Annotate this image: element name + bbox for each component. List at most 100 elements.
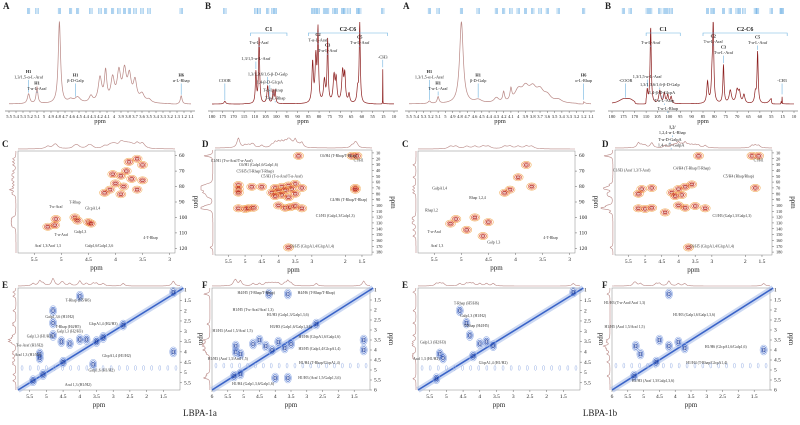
cross-peak-annotation: H1/H3 (Araf 1,5/Araf 1,5) bbox=[212, 329, 253, 334]
cross-peak bbox=[453, 217, 459, 221]
y-tick-label: 130 bbox=[376, 221, 382, 226]
x-tick-label: 4.5 bbox=[256, 394, 263, 400]
cross-peak bbox=[486, 220, 491, 224]
cross-peak bbox=[238, 351, 243, 357]
cross-peak bbox=[65, 338, 74, 349]
peak-annotation-group: H1T-α-L-Araf bbox=[428, 81, 448, 96]
x-tick-label: 175 bbox=[219, 114, 227, 119]
cross-peak bbox=[480, 234, 486, 238]
cross-peak bbox=[76, 335, 83, 344]
x-tick-label: 5.2 bbox=[428, 114, 434, 119]
y-tick-label: 3 bbox=[774, 328, 777, 334]
x-tick-label: 15 bbox=[780, 114, 785, 119]
cross-peak-annotation: Araf 1,3 (H1/H2) bbox=[65, 383, 92, 388]
cross-peak bbox=[456, 306, 463, 315]
cross-peak bbox=[171, 349, 176, 355]
region-label: C1 bbox=[660, 27, 667, 33]
x-tick-label: 115 bbox=[241, 114, 248, 119]
cross-peak bbox=[664, 288, 673, 300]
panel-d: D 5.5 5 4.5 4 3.5 3 2 1.5 10203040506070809010011… bbox=[600, 139, 797, 274]
cross-peak bbox=[360, 336, 367, 344]
x-tick-label: 4.3 bbox=[494, 114, 500, 119]
water-artifact bbox=[453, 365, 456, 371]
peak-annotation-group: H1β-D-Galp bbox=[470, 73, 487, 98]
cross-peak bbox=[53, 217, 59, 221]
cross-peak bbox=[479, 233, 487, 239]
cross-peak-annotation: 4-T-Rhap bbox=[543, 236, 558, 240]
peak-annotation-group: 1,4-β-D-GlcpA bbox=[257, 79, 284, 100]
water-artifact bbox=[349, 362, 352, 369]
cross-peak bbox=[646, 203, 658, 212]
cross-peak bbox=[243, 204, 254, 213]
water-artifact bbox=[118, 365, 121, 371]
cross-peak bbox=[676, 187, 681, 191]
cross-peak bbox=[632, 373, 636, 379]
peak-annotation: β-D-Galp bbox=[470, 78, 487, 83]
x-tick-label: 3.5 bbox=[692, 259, 699, 265]
x-tick-label: 3 bbox=[568, 257, 571, 263]
cross-peak bbox=[472, 215, 478, 220]
water-artifact bbox=[309, 362, 312, 369]
top-projection bbox=[615, 140, 772, 149]
cross-peak bbox=[232, 373, 236, 379]
x-tick-label: 70 bbox=[735, 114, 740, 119]
peak-annotation: T-α-L-Arap bbox=[654, 98, 674, 103]
cross-peak-annotation: H1/H3 (Araf 1,3/Araf 1,5) bbox=[208, 357, 249, 362]
x-tick-label: 105 bbox=[654, 114, 662, 119]
cross-peak bbox=[101, 335, 105, 340]
diagonal-peaks bbox=[611, 287, 774, 391]
cross-peak bbox=[433, 374, 440, 383]
cross-peak bbox=[134, 157, 140, 161]
cross-peak bbox=[674, 186, 683, 192]
x-axis-label: ppm bbox=[687, 266, 700, 274]
water-artifact bbox=[518, 365, 521, 371]
cross-peak bbox=[314, 321, 318, 327]
cross-peak bbox=[684, 244, 693, 251]
cross-peak bbox=[36, 354, 43, 362]
cross-peak bbox=[313, 320, 320, 328]
cross-peak bbox=[647, 185, 656, 191]
panel-a: A5.5 5.4 5.3 5.2 5.1 5 4.9 4.8 4.7 4.6 4.5 4.4 4.3 4.… bbox=[3, 1, 195, 125]
cross-peak bbox=[283, 243, 294, 252]
x-tick-label: 5.1 bbox=[435, 114, 441, 119]
y-tick-label: 60 bbox=[776, 180, 780, 185]
cross-peak bbox=[31, 378, 35, 384]
cross-peak bbox=[489, 340, 498, 351]
y-tick-label: 3.5 bbox=[774, 338, 781, 344]
cross-peak bbox=[527, 183, 536, 190]
x-tick-label: 4.2 bbox=[501, 114, 507, 119]
cross-peak bbox=[749, 184, 761, 192]
cross-peak bbox=[276, 203, 281, 208]
x-tick-label: 175 bbox=[620, 114, 628, 119]
cross-peak bbox=[107, 187, 113, 192]
x-axis-label: ppm bbox=[90, 264, 103, 272]
cross-peak bbox=[681, 183, 689, 190]
cross-peak bbox=[483, 337, 490, 346]
x-tick-label: 75 bbox=[724, 114, 729, 119]
cross-peak bbox=[361, 347, 366, 353]
water-artifact bbox=[77, 365, 80, 371]
cross-peak bbox=[667, 343, 671, 349]
water-artifact bbox=[566, 365, 570, 371]
cross-peak bbox=[346, 151, 358, 160]
panel-letter: C bbox=[402, 139, 409, 149]
y-tick-label: 2 bbox=[774, 308, 777, 314]
water-artifact bbox=[646, 362, 649, 369]
x-tick-label: 4.5 bbox=[460, 394, 467, 400]
cross-peak bbox=[471, 353, 475, 359]
cross-peak bbox=[264, 288, 273, 300]
x-tick-label: 4.5 bbox=[485, 257, 492, 263]
peak-annotation: 1,2,4-α-L-Rhap bbox=[659, 130, 686, 136]
cross-peak bbox=[284, 244, 293, 251]
x-tick-label: 4 bbox=[277, 259, 280, 265]
panel-letter: F bbox=[202, 280, 208, 290]
water-artifact bbox=[764, 362, 768, 369]
cross-peak bbox=[99, 188, 110, 197]
cross-peak bbox=[653, 358, 660, 366]
cross-peak bbox=[470, 352, 476, 360]
y-tick-label: 5 bbox=[584, 370, 587, 376]
x-tick-label: 1.1 bbox=[588, 114, 594, 119]
cross-peak-annotation: T-α-Araf bbox=[55, 233, 69, 237]
cross-peak bbox=[50, 306, 56, 315]
cross-peak bbox=[250, 340, 256, 348]
